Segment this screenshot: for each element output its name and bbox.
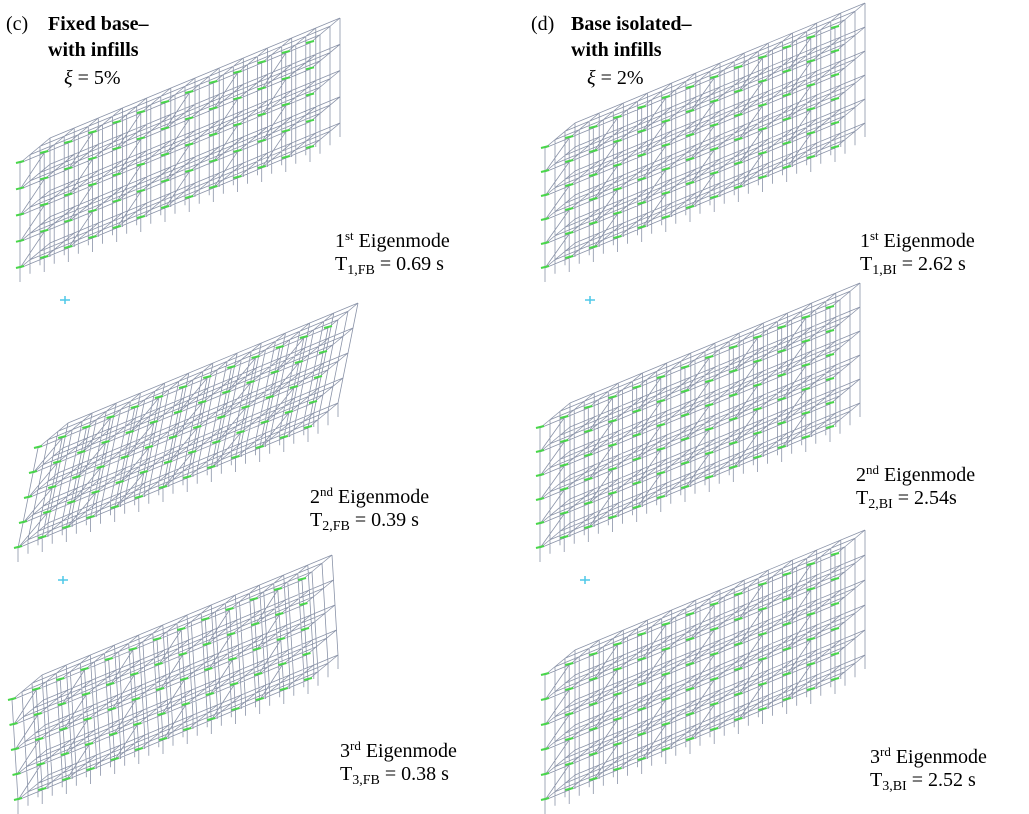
mode-ordinal-suffix: nd <box>320 484 333 499</box>
frame-wireframe <box>12 555 338 814</box>
mode-word: Eigenmode <box>884 464 975 486</box>
panel-label: (c) <box>6 12 28 36</box>
period-subscript: 1,FB <box>347 263 375 278</box>
mode-name: 3rd Eigenmode <box>870 740 987 769</box>
mode-word: Eigenmode <box>896 746 987 768</box>
mode-period: T3,BI = 2.52 s <box>870 768 976 799</box>
mode-name: 1st Eigenmode <box>335 224 450 253</box>
mode-period: T1,BI = 2.62 s <box>860 252 966 283</box>
damping: ξ = 2% <box>587 66 644 90</box>
figure: (c) Fixed base– with infills ξ = 5% (d) … <box>0 0 1029 814</box>
frame-node-markers <box>14 326 332 548</box>
frame-wireframe <box>18 303 358 562</box>
panel-title: with infills <box>48 38 139 62</box>
panel-title: with infills <box>571 38 662 62</box>
damping-value: = 2% <box>601 67 644 89</box>
mode-word: Eigenmode <box>359 230 450 252</box>
mode-ordinal-suffix: nd <box>866 462 879 477</box>
period-symbol: T <box>310 509 322 531</box>
mode-ordinal-suffix: rd <box>350 738 361 753</box>
mode-ordinal-suffix: st <box>870 228 879 243</box>
period-symbol: T <box>335 253 347 275</box>
mode-ordinal: 3 <box>340 740 350 762</box>
mode-ordinal-suffix: st <box>345 228 354 243</box>
period-subscript: 2,FB <box>322 519 350 534</box>
mode-ordinal: 2 <box>310 486 320 508</box>
period-subscript: 3,FB <box>352 773 380 788</box>
period-symbol: T <box>340 763 352 785</box>
period-subscript: 1,BI <box>872 263 897 278</box>
damping: ξ = 5% <box>64 66 121 90</box>
damping-symbol: ξ <box>587 67 596 89</box>
period-subscript: 2,BI <box>868 497 893 512</box>
mode-word: Eigenmode <box>338 486 429 508</box>
support-marker <box>58 576 68 584</box>
mode-name: 1st Eigenmode <box>860 224 975 253</box>
support-marker <box>580 576 590 584</box>
period-value: = 0.69 s <box>380 253 444 275</box>
mode-name: 2nd Eigenmode <box>856 458 975 487</box>
support-marker <box>60 296 70 304</box>
panel-label: (d) <box>531 12 554 36</box>
frame-node-markers <box>16 41 314 268</box>
mode-name: 3rd Eigenmode <box>340 734 457 763</box>
mode-name: 2nd Eigenmode <box>310 480 429 509</box>
damping-value: = 5% <box>78 67 121 89</box>
period-value: = 2.52 s <box>912 769 976 791</box>
mode-ordinal: 1 <box>335 230 345 252</box>
support-marker <box>585 296 595 304</box>
panel-title: Base isolated– <box>571 12 692 36</box>
mode-ordinal: 1 <box>860 230 870 252</box>
mode-period: T1,FB = 0.69 s <box>335 252 444 283</box>
frame-canvas <box>0 0 1029 814</box>
period-symbol: T <box>860 253 872 275</box>
mode-period: T3,FB = 0.38 s <box>340 762 449 793</box>
frame-wireframe <box>540 283 860 562</box>
period-symbol: T <box>870 769 882 791</box>
damping-symbol: ξ <box>64 67 73 89</box>
period-value: = 2.62 s <box>902 253 966 275</box>
mode-word: Eigenmode <box>366 740 457 762</box>
mode-ordinal-suffix: rd <box>880 744 891 759</box>
mode-word: Eigenmode <box>884 230 975 252</box>
period-symbol: T <box>856 487 868 509</box>
period-value: = 2.54s <box>898 487 957 509</box>
frame-wireframe <box>545 530 865 814</box>
mode-period: T2,FB = 0.39 s <box>310 508 419 539</box>
period-subscript: 3,BI <box>882 779 907 794</box>
period-value: = 0.39 s <box>355 509 419 531</box>
period-value: = 0.38 s <box>385 763 449 785</box>
panel-title: Fixed base– <box>48 12 149 36</box>
mode-period: T2,BI = 2.54s <box>856 486 957 517</box>
mode-ordinal: 2 <box>856 464 866 486</box>
mode-ordinal: 3 <box>870 746 880 768</box>
